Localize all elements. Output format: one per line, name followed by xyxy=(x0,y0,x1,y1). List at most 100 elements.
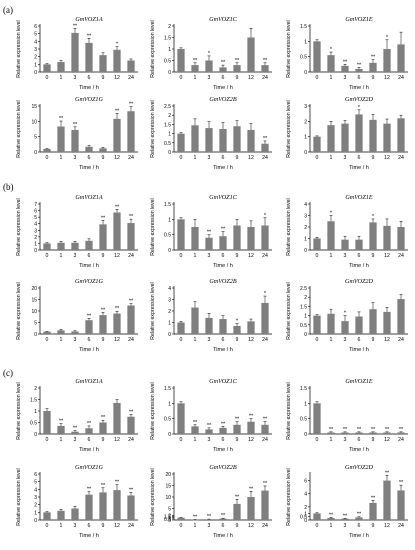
bar xyxy=(233,225,241,250)
y-tick-label: 1.5 xyxy=(164,515,171,521)
y-tick-label: 6 xyxy=(34,209,37,215)
bar xyxy=(71,508,79,520)
bar xyxy=(177,517,185,520)
x-tick-label: 3 xyxy=(344,253,347,259)
bar xyxy=(233,65,241,72)
y-tick-label: 4 xyxy=(34,39,37,45)
x-tick-label: 24 xyxy=(398,523,404,529)
bar xyxy=(327,432,335,434)
x-tick-label: 6 xyxy=(222,155,225,161)
x-tick-label: 12 xyxy=(114,523,120,529)
chart-14: GmVOZ1C 0 0.5 1 1.5 Relative expression level… xyxy=(150,378,272,453)
x-tick-label: 6 xyxy=(222,337,225,343)
x-tick-label: 12 xyxy=(384,337,390,343)
x-axis-label: Time / h xyxy=(213,347,233,353)
bar xyxy=(397,432,405,434)
y-tick-label: 6 xyxy=(304,479,307,485)
y-axis-label: Relative expression level xyxy=(286,198,292,255)
chart-13: GmVOZ1A 0 0.5 1 1.5 2 Relative expression leve… xyxy=(16,378,138,453)
x-tick-label: 3 xyxy=(208,437,211,443)
bar xyxy=(397,299,405,334)
significance-mark: ** xyxy=(129,214,134,220)
y-tick-label: 0.5 xyxy=(30,421,37,427)
bar xyxy=(57,242,65,250)
y-tick-label: 0 xyxy=(168,518,171,524)
x-tick-label: 12 xyxy=(248,523,254,529)
x-tick-label: 3 xyxy=(344,523,347,529)
x-tick-label: 0 xyxy=(180,337,183,343)
x-tick-label: 24 xyxy=(262,523,268,529)
significance-mark: * xyxy=(372,214,375,220)
y-tick-label: 2 xyxy=(304,225,307,231)
y-tick-label: 1 xyxy=(34,409,37,415)
significance-mark: ** xyxy=(101,307,106,313)
x-tick-label: 9 xyxy=(372,523,375,529)
x-tick-label: 3 xyxy=(74,437,77,443)
x-tick-label: 9 xyxy=(236,437,239,443)
x-tick-label: 3 xyxy=(344,337,347,343)
significance-mark: ** xyxy=(115,480,120,486)
significance-mark: * xyxy=(330,47,333,53)
bar xyxy=(71,431,79,434)
significance-mark: ** xyxy=(357,62,362,68)
y-tick-label: 3 xyxy=(168,298,171,304)
bar xyxy=(113,313,121,334)
y-tick-label: 0 xyxy=(304,70,307,76)
x-axis-label: Time / h xyxy=(79,85,99,91)
significance-mark: * xyxy=(386,35,389,41)
x-tick-label: 9 xyxy=(236,155,239,161)
chart-title: GmVOZ1G xyxy=(75,278,104,285)
x-axis-label: Time / h xyxy=(349,533,369,539)
y-axis-label: Relative expression level xyxy=(286,100,292,157)
bar xyxy=(113,490,121,520)
bar xyxy=(261,302,269,334)
x-tick-label: 0 xyxy=(316,523,319,529)
significance-mark: * xyxy=(264,291,267,297)
y-tick-label: 0 xyxy=(304,432,307,438)
x-tick-label: 0 xyxy=(46,523,49,529)
y-tick-label: 5 xyxy=(34,321,37,327)
bar xyxy=(85,42,93,72)
bar xyxy=(113,402,121,434)
x-tick-label: 9 xyxy=(236,523,239,529)
x-tick-label: 12 xyxy=(248,75,254,81)
x-tick-label: 12 xyxy=(114,75,120,81)
y-tick-label: 5 xyxy=(168,507,171,513)
chart-12: GmVOZ2D 0 0.5 1 1.5 2 2.5 Relative expression l… xyxy=(286,278,408,353)
x-tick-label: 0 xyxy=(180,75,183,81)
x-axis-label: Time / h xyxy=(349,347,369,353)
x-tick-label: 3 xyxy=(208,523,211,529)
x-tick-label: 0 xyxy=(180,523,183,529)
y-tick-label: 0.5 xyxy=(164,141,171,147)
bar xyxy=(247,37,255,72)
x-tick-label: 1 xyxy=(194,75,197,81)
y-tick-label: 2 xyxy=(34,503,37,509)
y-tick-label: 15 xyxy=(31,104,37,110)
x-tick-label: 12 xyxy=(114,437,120,443)
y-tick-label: 0 xyxy=(34,332,37,338)
x-tick-label: 6 xyxy=(222,75,225,81)
bar xyxy=(127,60,135,72)
x-tick-label: 24 xyxy=(398,75,404,81)
significance-mark: ** xyxy=(371,427,376,433)
chart-title: GmVOZ2B xyxy=(209,278,237,285)
significance-mark: ** xyxy=(263,136,268,142)
bar xyxy=(43,411,51,434)
bar xyxy=(43,148,51,152)
y-tick-label: 5 xyxy=(34,480,37,486)
x-tick-label: 1 xyxy=(60,75,63,81)
y-tick-label: 1 xyxy=(168,516,171,522)
significance-mark: ** xyxy=(129,487,134,493)
x-axis-label: Time / h xyxy=(213,533,233,539)
x-tick-label: 24 xyxy=(398,253,404,259)
x-tick-label: 24 xyxy=(128,437,134,443)
chart-title: GmVOZ2B xyxy=(209,464,237,471)
bar xyxy=(355,432,363,434)
y-tick-label: 3 xyxy=(34,47,37,53)
chart-title: GmVOZ1E xyxy=(345,16,373,23)
bar xyxy=(341,123,349,152)
x-tick-label: 6 xyxy=(88,337,91,343)
bar xyxy=(191,125,199,152)
